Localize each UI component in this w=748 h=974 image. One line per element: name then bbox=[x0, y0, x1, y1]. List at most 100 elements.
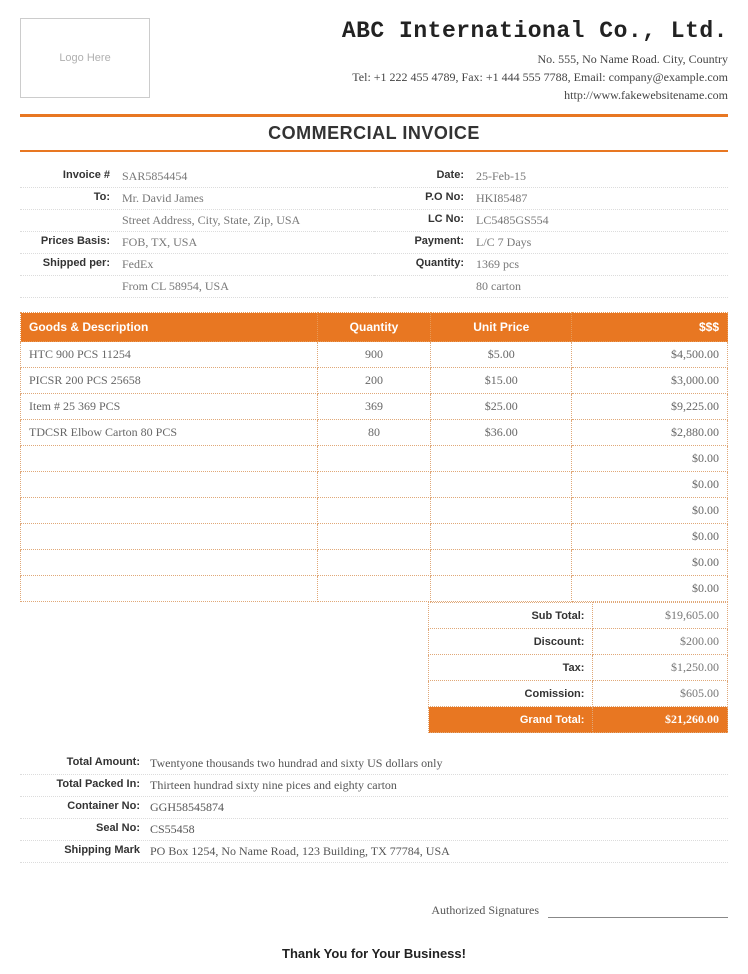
footer-value: PO Box 1254, No Name Road, 123 Building,… bbox=[150, 844, 728, 859]
total-value: $21,260.00 bbox=[593, 707, 728, 733]
meta-value: SAR5854454 bbox=[120, 169, 374, 184]
footer-label: Total Packed In: bbox=[20, 778, 150, 793]
cell-desc bbox=[21, 472, 318, 498]
cell-total: $9,225.00 bbox=[572, 394, 728, 420]
divider-under-title bbox=[20, 150, 728, 152]
cell-price bbox=[431, 550, 572, 576]
cell-qty bbox=[317, 550, 430, 576]
total-value: $605.00 bbox=[593, 681, 728, 707]
meta-value: From CL 58954, USA bbox=[120, 279, 374, 294]
signature-block: Authorized Signatures bbox=[20, 903, 728, 918]
cell-price bbox=[431, 524, 572, 550]
totals-table: Sub Total:$19,605.00Discount:$200.00Tax:… bbox=[428, 602, 728, 733]
footer-value: GGH58545874 bbox=[150, 800, 728, 815]
header-quantity: Quantity bbox=[317, 313, 430, 342]
meta-column-left: Invoice #SAR5854454To:Mr. David JamesStr… bbox=[20, 166, 374, 298]
invoice-title: COMMERCIAL INVOICE bbox=[20, 123, 728, 144]
cell-desc bbox=[21, 576, 318, 602]
total-label: Discount: bbox=[429, 629, 593, 655]
meta-value: 80 carton bbox=[474, 279, 728, 294]
footer-value: Twentyone thousands two hundrad and sixt… bbox=[150, 756, 728, 771]
cell-desc: Item # 25 369 PCS bbox=[21, 394, 318, 420]
company-name: ABC International Co., Ltd. bbox=[150, 18, 728, 44]
cell-qty bbox=[317, 472, 430, 498]
cell-total: $0.00 bbox=[572, 446, 728, 472]
header-total: $$$ bbox=[572, 313, 728, 342]
footer-row: Total Packed In:Thirteen hundrad sixty n… bbox=[20, 775, 728, 797]
table-row: Item # 25 369 PCS369$25.00$9,225.00 bbox=[21, 394, 728, 420]
footer-label: Total Amount: bbox=[20, 756, 150, 771]
cell-price bbox=[431, 472, 572, 498]
meta-label: Quantity: bbox=[374, 257, 474, 272]
total-value: $1,250.00 bbox=[593, 655, 728, 681]
meta-label: Payment: bbox=[374, 235, 474, 250]
total-label: Comission: bbox=[429, 681, 593, 707]
cell-total: $4,500.00 bbox=[572, 342, 728, 368]
meta-label: Date: bbox=[374, 169, 474, 184]
cell-qty bbox=[317, 446, 430, 472]
total-row: Discount:$200.00 bbox=[429, 629, 728, 655]
meta-row: To:Mr. David James bbox=[20, 188, 374, 210]
cell-total: $0.00 bbox=[572, 472, 728, 498]
table-row: $0.00 bbox=[21, 472, 728, 498]
table-row: $0.00 bbox=[21, 550, 728, 576]
meta-label: To: bbox=[20, 191, 120, 206]
cell-total: $3,000.00 bbox=[572, 368, 728, 394]
cell-price bbox=[431, 498, 572, 524]
meta-column-right: Date:25-Feb-15P.O No:HKI85487LC No:LC548… bbox=[374, 166, 728, 298]
meta-value: 1369 pcs bbox=[474, 257, 728, 272]
meta-row: 80 carton bbox=[374, 276, 728, 298]
company-contact: Tel: +1 222 455 4789, Fax: +1 444 555 77… bbox=[150, 68, 728, 86]
meta-row: Street Address, City, State, Zip, USA bbox=[20, 210, 374, 232]
meta-value: LC5485GS554 bbox=[474, 213, 728, 228]
meta-grid: Invoice #SAR5854454To:Mr. David JamesStr… bbox=[20, 166, 728, 298]
cell-qty bbox=[317, 524, 430, 550]
meta-value: L/C 7 Days bbox=[474, 235, 728, 250]
footer-label: Shipping Mark bbox=[20, 844, 150, 859]
meta-value: 25-Feb-15 bbox=[474, 169, 728, 184]
footer-row: Shipping MarkPO Box 1254, No Name Road, … bbox=[20, 841, 728, 863]
footer-value: Thirteen hundrad sixty nine pices and ei… bbox=[150, 778, 728, 793]
table-row: $0.00 bbox=[21, 498, 728, 524]
meta-value: Street Address, City, State, Zip, USA bbox=[120, 213, 374, 228]
total-value: $19,605.00 bbox=[593, 603, 728, 629]
meta-label: P.O No: bbox=[374, 191, 474, 206]
cell-price: $15.00 bbox=[431, 368, 572, 394]
footer-meta: Total Amount:Twentyone thousands two hun… bbox=[20, 753, 728, 863]
meta-label: Shipped per: bbox=[20, 257, 120, 272]
divider-top bbox=[20, 114, 728, 117]
meta-label: Prices Basis: bbox=[20, 235, 120, 250]
cell-desc bbox=[21, 446, 318, 472]
meta-label bbox=[20, 213, 120, 228]
header-unit-price: Unit Price bbox=[431, 313, 572, 342]
meta-row: P.O No:HKI85487 bbox=[374, 188, 728, 210]
meta-row: Invoice #SAR5854454 bbox=[20, 166, 374, 188]
cell-price: $5.00 bbox=[431, 342, 572, 368]
table-row: $0.00 bbox=[21, 576, 728, 602]
footer-row: Seal No:CS55458 bbox=[20, 819, 728, 841]
footer-label: Seal No: bbox=[20, 822, 150, 837]
table-row: PICSR 200 PCS 25658200$15.00$3,000.00 bbox=[21, 368, 728, 394]
total-row: Sub Total:$19,605.00 bbox=[429, 603, 728, 629]
footer-label: Container No: bbox=[20, 800, 150, 815]
company-address: No. 555, No Name Road. City, Country bbox=[150, 50, 728, 68]
total-row: Tax:$1,250.00 bbox=[429, 655, 728, 681]
footer-value: CS55458 bbox=[150, 822, 728, 837]
cell-qty bbox=[317, 498, 430, 524]
meta-label bbox=[20, 279, 120, 294]
totals-block: Sub Total:$19,605.00Discount:$200.00Tax:… bbox=[20, 602, 728, 733]
cell-desc bbox=[21, 498, 318, 524]
meta-label: Invoice # bbox=[20, 169, 120, 184]
meta-row: LC No:LC5485GS554 bbox=[374, 210, 728, 232]
cell-desc: PICSR 200 PCS 25658 bbox=[21, 368, 318, 394]
table-row: TDCSR Elbow Carton 80 PCS80$36.00$2,880.… bbox=[21, 420, 728, 446]
meta-value: HKI85487 bbox=[474, 191, 728, 206]
cell-qty: 80 bbox=[317, 420, 430, 446]
total-label: Sub Total: bbox=[429, 603, 593, 629]
cell-desc: HTC 900 PCS 11254 bbox=[21, 342, 318, 368]
signature-line bbox=[548, 917, 728, 918]
total-label: Tax: bbox=[429, 655, 593, 681]
meta-row: Prices Basis:FOB, TX, USA bbox=[20, 232, 374, 254]
footer-row: Container No:GGH58545874 bbox=[20, 797, 728, 819]
cell-desc bbox=[21, 550, 318, 576]
